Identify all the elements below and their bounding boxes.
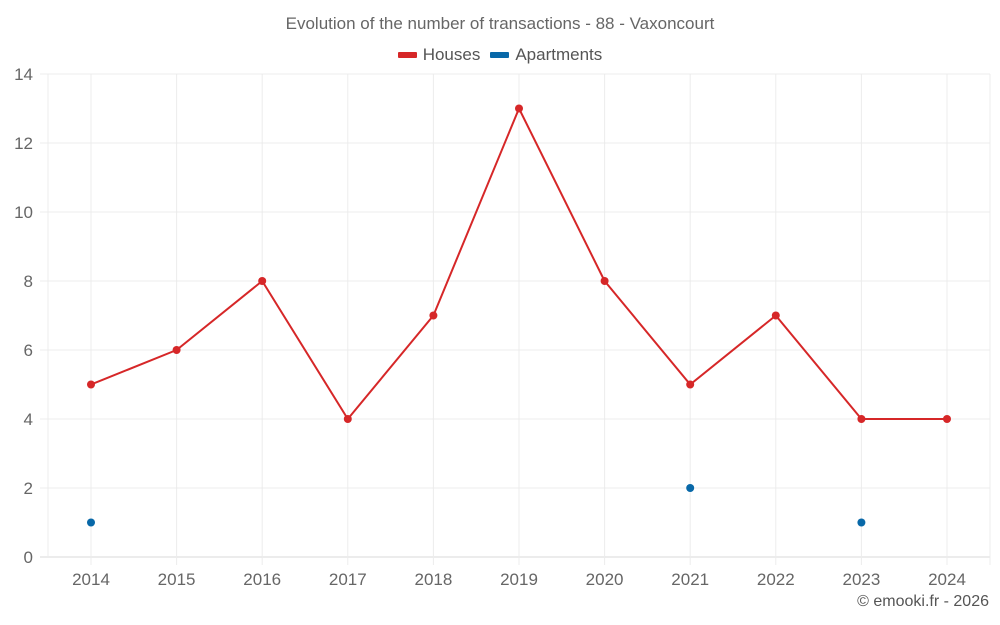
houses-data-point[interactable] — [429, 311, 438, 320]
legend-swatch-apartments — [490, 52, 510, 58]
apartments-data-point[interactable] — [686, 484, 695, 492]
x-tick-label: 2015 — [158, 570, 196, 589]
houses-data-point[interactable] — [343, 415, 352, 423]
x-tick-label: 2018 — [414, 570, 452, 589]
x-tick-label: 2016 — [243, 570, 281, 589]
legend-item-houses[interactable]: Houses — [397, 45, 481, 65]
y-tick-label: 14 — [14, 65, 33, 84]
y-tick-label: 4 — [24, 410, 33, 429]
copyright-credit: © emooki.fr - 2026 — [857, 593, 989, 610]
y-tick-label: 12 — [14, 134, 33, 153]
chart-title: Evolution of the number of transactions … — [285, 14, 715, 33]
legend-label-apartments: Apartments — [515, 45, 603, 64]
x-tick-label: 2024 — [928, 570, 966, 589]
x-tick-label: 2017 — [329, 570, 367, 589]
x-tick-label: 2019 — [500, 570, 538, 589]
x-tick-label: 2022 — [757, 570, 795, 589]
legend-label-houses: Houses — [422, 45, 481, 64]
legend-swatch-houses — [397, 52, 417, 58]
x-tick-label: 2020 — [586, 570, 624, 589]
houses-data-point[interactable] — [600, 277, 609, 285]
x-tick-label: 2014 — [72, 570, 110, 589]
apartments-data-point[interactable] — [87, 518, 95, 527]
x-tick-label: 2021 — [671, 570, 709, 589]
houses-data-point[interactable] — [943, 415, 951, 423]
legend-item-apartments[interactable]: Apartments — [490, 45, 602, 65]
houses-data-point[interactable] — [857, 415, 866, 423]
y-tick-label: 10 — [14, 203, 33, 222]
apartments-data-point[interactable] — [857, 518, 866, 527]
houses-data-point[interactable] — [258, 277, 267, 285]
houses-data-point[interactable] — [172, 346, 181, 354]
y-tick-label: 6 — [24, 341, 33, 360]
y-tick-label: 0 — [24, 548, 33, 567]
houses-data-point[interactable] — [686, 380, 695, 389]
houses-data-point[interactable] — [515, 104, 523, 113]
houses-data-point[interactable] — [87, 380, 95, 389]
chart-legend: Houses Apartments — [0, 45, 1000, 65]
y-tick-label: 2 — [24, 479, 33, 498]
y-tick-label: 8 — [24, 272, 33, 291]
x-tick-label: 2023 — [842, 570, 880, 589]
houses-data-point[interactable] — [771, 311, 780, 320]
